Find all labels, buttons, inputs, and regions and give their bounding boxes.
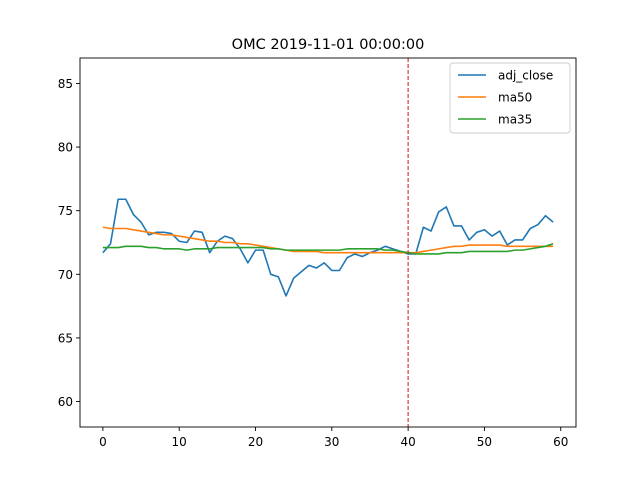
legend-label-ma50: ma50 [498,91,532,105]
plot-frame [79,57,577,428]
x-tick-label: 20 [248,435,263,449]
x-tick-label: 30 [324,435,339,449]
chart-title: OMC 2019-11-01 00:00:00 [232,37,425,53]
y-tick-label: 75 [58,204,73,218]
series-line-adj_close [102,198,554,297]
legend: adj_close ma50 ma35 [449,62,571,134]
x-tick-label: 50 [477,435,492,449]
series-line-ma35 [102,243,554,255]
x-tick-label: 60 [553,435,568,449]
y-tick-label: 65 [58,331,73,345]
series-group [102,198,554,297]
legend-box [449,62,571,134]
legend-label-ma35: ma35 [498,113,532,127]
legend-label-adj_close: adj_close [498,69,553,83]
y-tick-label: 60 [58,395,73,409]
series-line-ma50 [102,226,554,254]
x-tick-label: 40 [400,435,415,449]
x-tick-label: 0 [99,435,107,449]
y-tick-label: 70 [58,268,73,282]
x-tick-label: 10 [172,435,187,449]
y-tick-label: 80 [58,141,73,155]
y-tick-label: 85 [58,77,73,91]
